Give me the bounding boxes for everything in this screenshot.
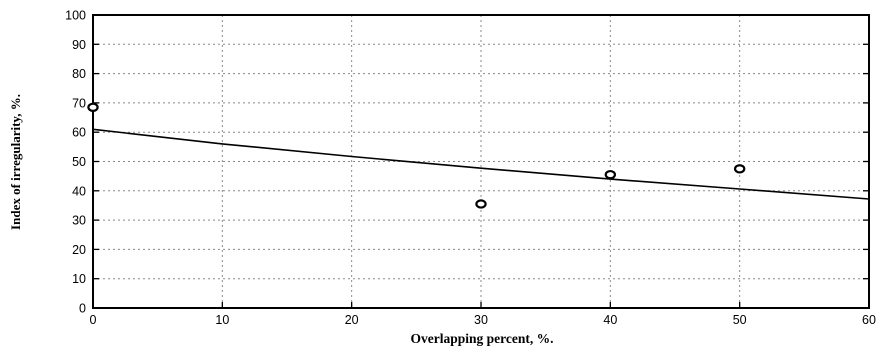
y-tick-label: 30 — [72, 214, 86, 228]
y-tick-label: 70 — [72, 96, 86, 110]
y-tick-label: 50 — [72, 155, 86, 169]
y-tick-label: 40 — [72, 184, 86, 198]
data-points — [87, 102, 746, 209]
x-axis-title: Overlapping percent, %. — [411, 331, 554, 346]
axis-ticks — [92, 14, 870, 309]
y-tick-label: 80 — [72, 67, 86, 81]
data-point — [475, 199, 487, 209]
x-tick-label: 30 — [474, 313, 488, 327]
y-tick-label: 90 — [72, 38, 86, 52]
data-point — [733, 164, 746, 174]
data-point — [604, 169, 617, 180]
y-axis-title: Index of irregularity, %. — [8, 94, 23, 230]
y-axis-tick-labels: 0 10 20 30 40 50 60 70 80 90 100 — [65, 9, 86, 316]
y-tick-label: 20 — [72, 243, 86, 257]
x-axis-tick-labels: 0 10 20 30 40 50 60 — [90, 313, 876, 327]
grid — [93, 15, 869, 308]
x-tick-label: 10 — [215, 313, 229, 327]
data-point — [87, 102, 99, 112]
x-tick-label: 60 — [862, 313, 876, 327]
y-tick-label: 0 — [79, 302, 86, 316]
x-tick-label: 20 — [345, 313, 359, 327]
y-tick-label: 10 — [72, 272, 86, 286]
trend-line — [92, 128, 870, 200]
x-tick-label: 0 — [90, 313, 97, 327]
x-tick-label: 40 — [603, 313, 617, 327]
y-tick-label: 60 — [72, 126, 86, 140]
y-tick-label: 100 — [65, 9, 86, 23]
x-tick-label: 50 — [733, 313, 747, 327]
